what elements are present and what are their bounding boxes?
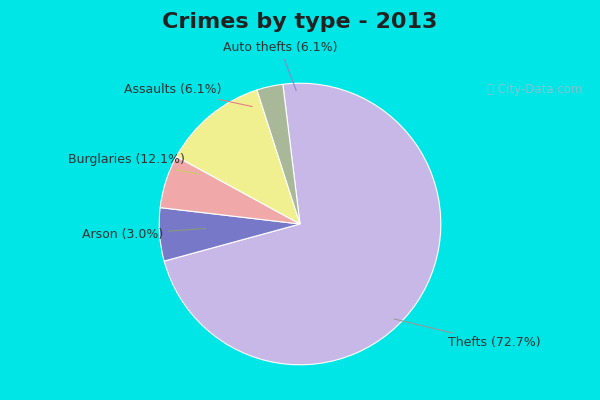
Text: ⓘ City-Data.com: ⓘ City-Data.com <box>487 83 582 96</box>
Text: Burglaries (12.1%): Burglaries (12.1%) <box>68 154 199 174</box>
Text: Thefts (72.7%): Thefts (72.7%) <box>394 319 541 350</box>
Wedge shape <box>257 84 300 224</box>
Wedge shape <box>159 208 300 261</box>
Text: Crimes by type - 2013: Crimes by type - 2013 <box>163 12 437 32</box>
Text: Auto thefts (6.1%): Auto thefts (6.1%) <box>223 41 337 90</box>
Text: Arson (3.0%): Arson (3.0%) <box>82 228 206 241</box>
Wedge shape <box>164 83 441 365</box>
Wedge shape <box>160 156 300 224</box>
Text: Assaults (6.1%): Assaults (6.1%) <box>124 83 252 106</box>
Wedge shape <box>176 90 300 224</box>
